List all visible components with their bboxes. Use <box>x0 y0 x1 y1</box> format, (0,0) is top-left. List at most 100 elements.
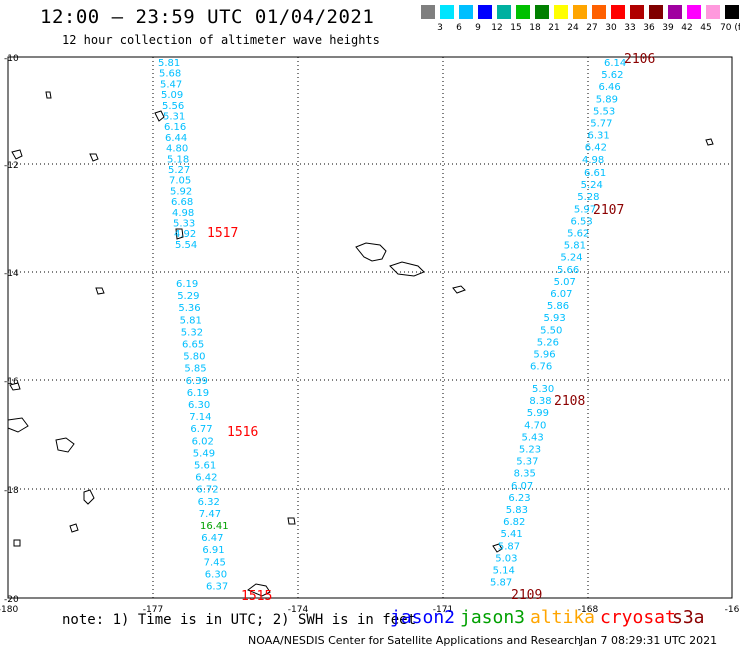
latitude-label: -18 <box>4 486 19 496</box>
wave-height-value: 6.16 <box>164 122 186 133</box>
latitude-label: -20 <box>4 595 19 605</box>
wave-height-value: 5.81 <box>564 241 586 252</box>
wave-height-value: 6.68 <box>171 197 193 208</box>
wave-height-value: 5.27 <box>168 165 190 176</box>
wave-height-value: 5.97 <box>574 204 596 215</box>
longitude-label: -171 <box>433 605 453 615</box>
island-outlines <box>7 91 714 597</box>
pass-time-label: 2107 <box>593 203 624 218</box>
scale-label: 6 <box>456 23 462 33</box>
scale-swatch <box>554 5 568 19</box>
wave-height-value: 5.49 <box>193 448 215 459</box>
pass-time-label: 1516 <box>227 425 258 440</box>
wave-height-value: 5.92 <box>170 186 192 197</box>
legend-note: note: 1) Time is in UTC; 2) SWH is in fe… <box>62 612 417 628</box>
wave-height-value: 6.37 <box>206 582 228 593</box>
island-outline <box>7 417 29 433</box>
longitude-label: -168 <box>578 605 599 615</box>
wave-height-value: 5.62 <box>567 229 589 240</box>
latitude-label: -12 <box>4 161 19 171</box>
wave-height-value: 16.41 <box>200 521 229 532</box>
wave-height-value: 7.47 <box>199 509 221 520</box>
scale-swatch <box>459 5 473 19</box>
wave-height-value: 6.65 <box>182 340 204 351</box>
scale-swatch <box>440 5 454 19</box>
island-outline <box>9 382 21 391</box>
island-outline <box>45 91 52 99</box>
island-outline <box>452 285 466 294</box>
wave-height-value: 5.96 <box>533 350 555 361</box>
latitude-label: -10 <box>4 54 19 64</box>
wave-height-value: 6.31 <box>588 131 610 142</box>
wave-height-value: 5.31 <box>163 112 185 123</box>
wave-height-value: 6.42 <box>195 473 217 484</box>
scale-swatch <box>725 5 739 19</box>
wave-height-value: 5.03 <box>495 553 517 564</box>
scale-swatch <box>687 5 701 19</box>
wave-height-value: 6.07 <box>550 289 572 300</box>
wave-height-value: 5.37 <box>516 457 538 468</box>
wave-height-value: 5.18 <box>167 154 189 165</box>
island-outline <box>175 228 184 240</box>
wave-height-value: 4.80 <box>166 144 188 155</box>
satellite-legend-jason2: jason2 <box>390 607 456 628</box>
wave-height-value: 6.02 <box>192 436 214 447</box>
credit-text: NOAA/NESDIS Center for Satellite Applica… <box>248 634 582 647</box>
pass-time-label: 2106 <box>624 52 655 67</box>
wave-height-value: 5.50 <box>540 325 562 336</box>
wave-height-value: 5.99 <box>527 408 549 419</box>
satellite-legend-jason3: jason3 <box>460 607 526 628</box>
scale-swatch <box>497 5 511 19</box>
wave-height-value: 6.23 <box>508 493 530 504</box>
scale-label: 33 <box>624 23 636 33</box>
wave-height-value: 5.24 <box>581 180 603 191</box>
wave-height-value: 6.61 <box>584 168 606 179</box>
scale-swatch <box>630 5 644 19</box>
satellite-legend-s3a: s3a <box>672 607 705 628</box>
island-outline <box>69 523 79 533</box>
island-outline <box>95 287 105 295</box>
wave-height-value: 5.30 <box>532 384 554 395</box>
scale-label: 36 <box>643 23 655 33</box>
wave-height-value: 7.05 <box>169 176 191 187</box>
wave-height-value: 5.87 <box>490 578 512 589</box>
wave-height-value: 5.56 <box>162 101 184 112</box>
scale-swatch <box>421 5 435 19</box>
scale-label: 30 <box>605 23 617 33</box>
longitude-label: -16 <box>725 605 740 615</box>
wave-height-value: 5.87 <box>498 541 520 552</box>
island-outline <box>705 138 714 146</box>
scale-label: 12 <box>491 23 503 33</box>
scale-label: 27 <box>586 23 598 33</box>
wave-height-value: 6.19 <box>187 388 209 399</box>
wave-height-value: 6.30 <box>205 569 227 580</box>
wave-height-value: 6.30 <box>188 400 210 411</box>
wave-height-value: 6.53 <box>571 216 593 227</box>
wave-height-value: 6.46 <box>599 82 621 93</box>
wave-height-value: 5.83 <box>506 505 528 516</box>
longitude-label: -174 <box>288 605 309 615</box>
scale-swatch <box>649 5 663 19</box>
island-outline <box>355 242 387 262</box>
wave-height-value: 4.70 <box>524 420 546 431</box>
island-outline <box>13 539 21 547</box>
wave-height-value: 6.91 <box>202 545 224 556</box>
satellite-track-1516: 6.195.295.365.815.326.655.805.856.396.19… <box>176 279 258 593</box>
timestamp-text: Jan 7 08:29:31 UTC 2021 <box>580 634 718 647</box>
wave-height-value: 5.86 <box>547 301 569 312</box>
wave-height-value: 5.41 <box>501 529 523 540</box>
scale-swatch <box>573 5 587 19</box>
wave-height-value: 6.14 <box>604 58 626 69</box>
wave-height-value: 5.81 <box>158 58 180 69</box>
latitude-label: -14 <box>4 269 19 279</box>
scale-label: 70 (ft) <box>720 23 740 33</box>
satellite-track-1517: 5.815.685.475.095.565.316.166.444.805.18… <box>158 58 238 251</box>
scale-swatch <box>535 5 549 19</box>
wave-height-value: 8.35 <box>514 469 536 480</box>
wave-height-value: 6.72 <box>196 485 218 496</box>
wave-height-value: 7.45 <box>204 557 226 568</box>
scale-swatch <box>516 5 530 19</box>
scale-label: 42 <box>681 23 693 33</box>
wave-height-value: 4.98 <box>172 208 194 219</box>
